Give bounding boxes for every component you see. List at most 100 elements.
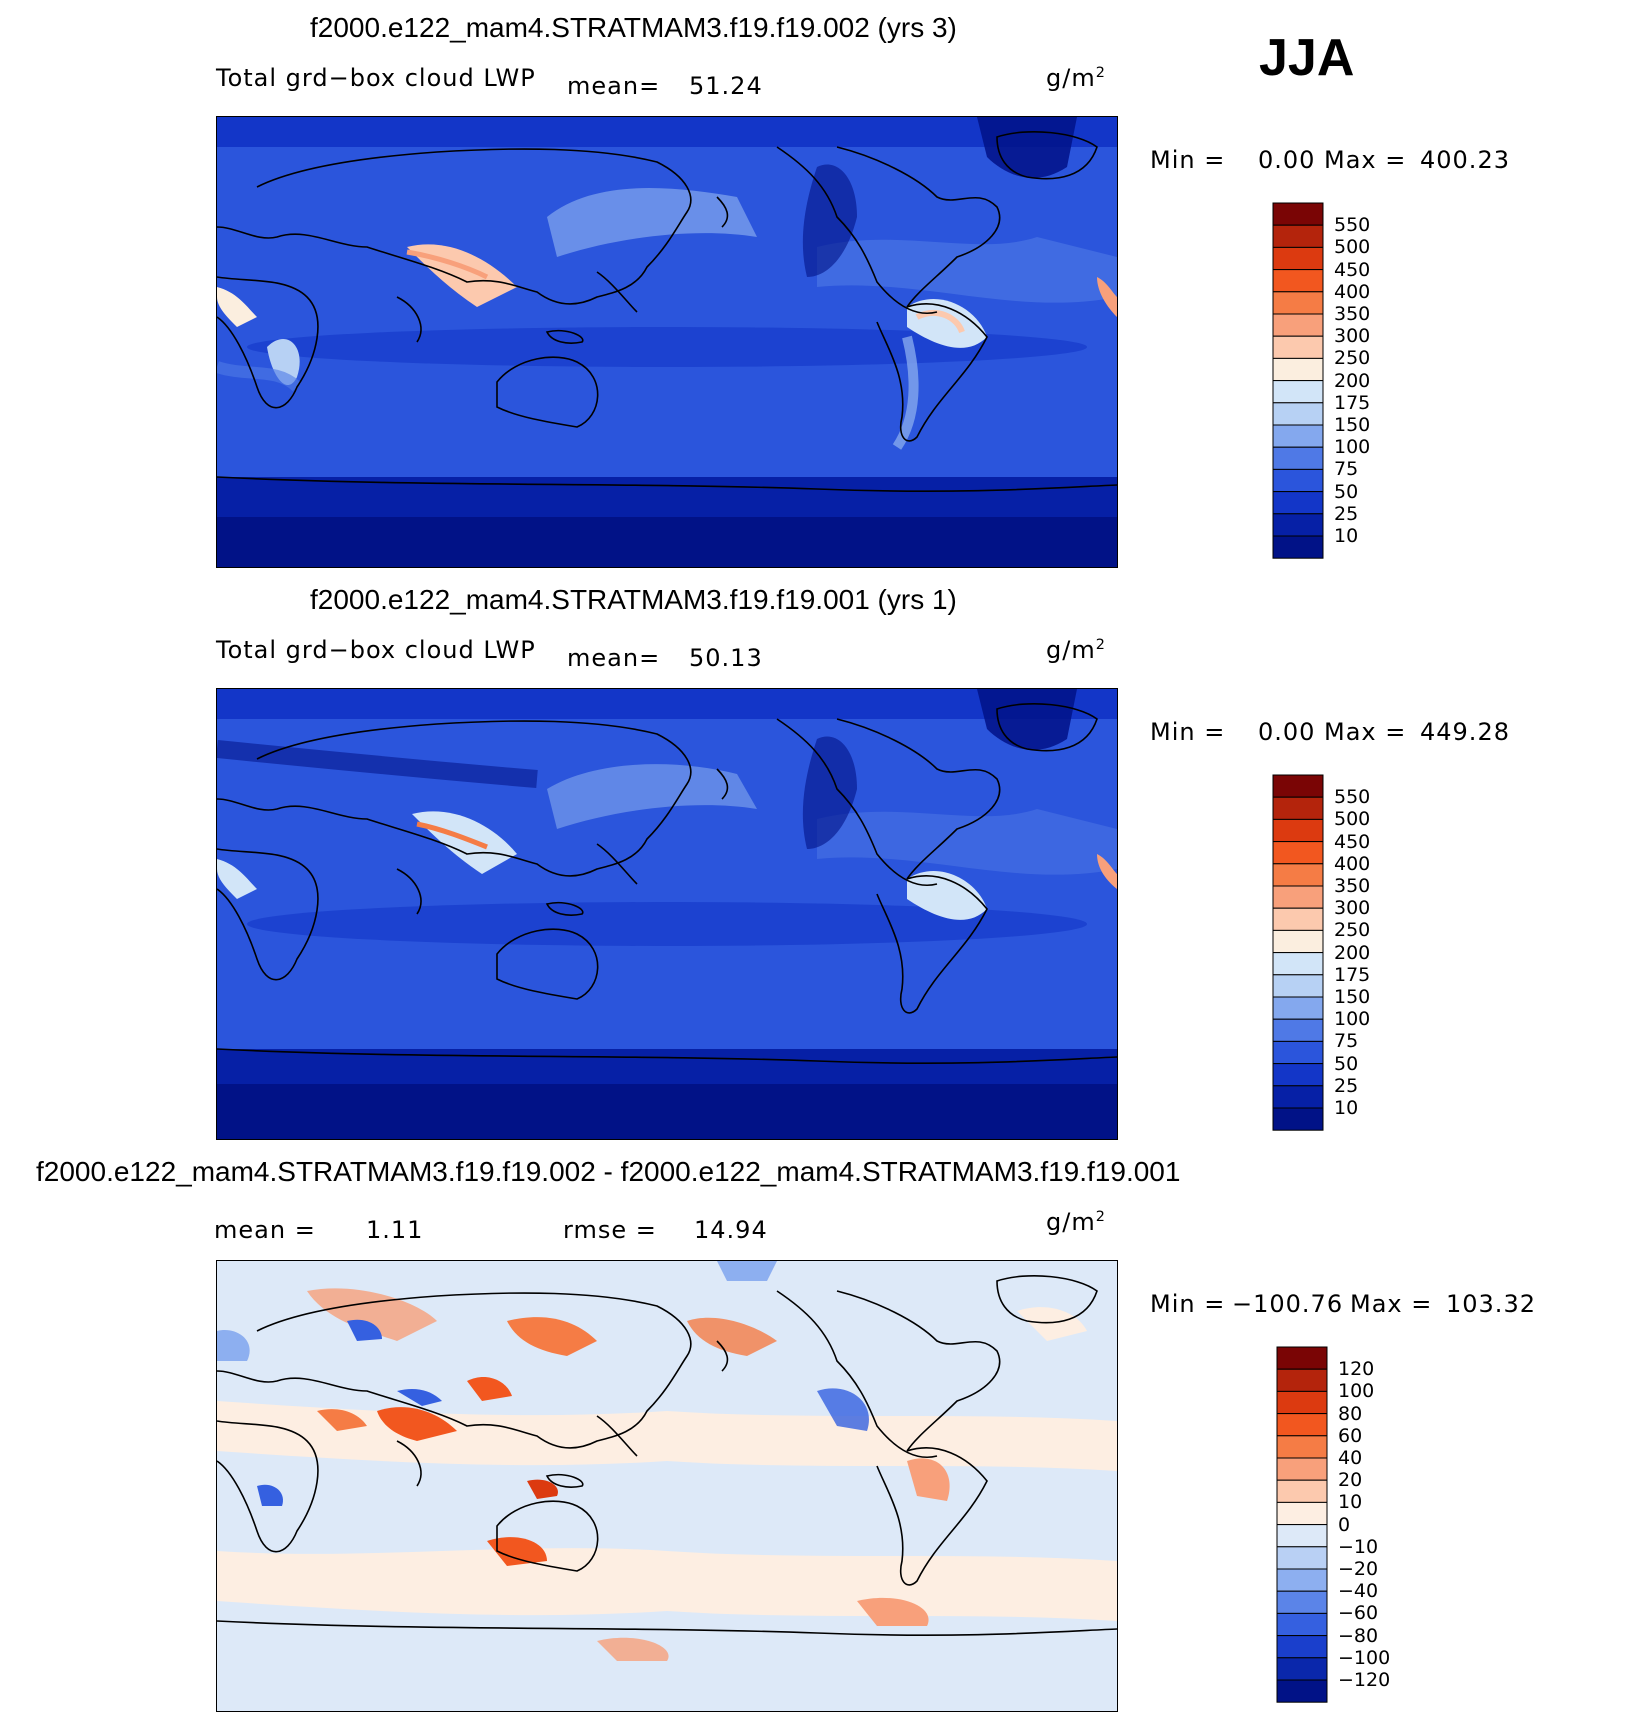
colorbar-level-label: 450	[1334, 830, 1371, 853]
colorbar-level-label: −80	[1338, 1624, 1379, 1647]
panel1-min-label: Min =	[1150, 146, 1226, 174]
panel2-units: g/m2	[1046, 636, 1106, 664]
colorbar-level-label: 10	[1338, 1491, 1363, 1514]
panel2-max-value: 449.28	[1420, 718, 1510, 746]
colorbar-box	[1272, 513, 1324, 537]
colorbar-level-label: 150	[1334, 414, 1371, 436]
colorbar-box	[1272, 313, 1324, 337]
colorbar-box	[1272, 907, 1324, 931]
colorbar-level-label: −10	[1338, 1535, 1379, 1558]
panel3-units: g/m2	[1046, 1208, 1106, 1236]
panel1-mean-value: 51.24	[689, 72, 763, 100]
panel3-map	[216, 1260, 1118, 1712]
colorbar-level-label: −60	[1338, 1602, 1379, 1625]
colorbar-level-label: 50	[1334, 480, 1359, 503]
colorbar-box	[1276, 1457, 1328, 1481]
colorbar-level-label: 25	[1334, 1074, 1359, 1097]
colorbar-level-label: 175	[1334, 391, 1371, 414]
colorbar-level-label: 20	[1338, 1469, 1363, 1492]
colorbar-level-label: 50	[1334, 1052, 1359, 1075]
season-label: JJA	[1259, 29, 1355, 87]
colorbar-level-label: 250	[1334, 347, 1371, 370]
colorbar-level-label: 175	[1334, 963, 1371, 986]
colorbar-level-label: 400	[1334, 280, 1371, 303]
colorbar-box	[1276, 1568, 1328, 1592]
panel3-max-value: 103.32	[1446, 1290, 1536, 1318]
panel1-mean-label: mean=	[567, 72, 661, 100]
colorbar-level-label: 10	[1334, 1097, 1359, 1119]
panel3-title: f2000.e122_mam4.STRATMAM3.f19.f19.002 - …	[36, 1156, 1181, 1187]
colorbar-box	[1276, 1479, 1328, 1503]
colorbar-level-label: 25	[1334, 502, 1359, 525]
colorbar-level-label: 250	[1334, 919, 1371, 942]
panel3-mean-label: mean =	[214, 1216, 316, 1244]
panel1-units: g/m2	[1046, 64, 1106, 92]
colorbar-level-label: 550	[1334, 786, 1371, 809]
colorbar-level-label: 75	[1334, 458, 1359, 481]
colorbar-level-label: −100	[1338, 1646, 1391, 1669]
colorbar-level-label: −120	[1338, 1669, 1391, 1691]
panel1-min-value: 0.00	[1258, 146, 1316, 174]
colorbar-box	[1272, 535, 1324, 559]
colorbar-level-label: 100	[1334, 1008, 1371, 1031]
colorbar-box	[1272, 952, 1324, 976]
colorbar-box	[1276, 1346, 1328, 1370]
colorbar-box	[1272, 468, 1324, 493]
panel3-rmse-value: 14.94	[694, 1216, 768, 1244]
colorbar-level-label: 75	[1334, 1030, 1359, 1053]
colorbar-box	[1276, 1501, 1328, 1526]
colorbar-box	[1272, 402, 1324, 426]
colorbar-box	[1272, 269, 1324, 293]
panel2-min-label: Min =	[1150, 718, 1226, 746]
colorbar-box	[1272, 1107, 1324, 1131]
colorbar-level-label: 450	[1334, 258, 1371, 281]
colorbar-level-label: 350	[1334, 875, 1371, 897]
colorbar-svg	[1272, 774, 1324, 1131]
colorbar-box	[1272, 885, 1324, 909]
colorbar-level-label: 80	[1338, 1402, 1363, 1425]
colorbar-box	[1276, 1435, 1328, 1459]
colorbar-box	[1276, 1390, 1328, 1415]
colorbar-box	[1276, 1635, 1328, 1659]
colorbar-level-label: 150	[1334, 986, 1371, 1008]
panel1-variable: Total grd−box cloud LWP	[216, 64, 536, 92]
panel3-rmse-label: rmse =	[563, 1216, 657, 1244]
panel2-max-label: Max =	[1324, 718, 1407, 746]
colorbar-box	[1276, 1524, 1328, 1548]
colorbar-box	[1272, 1018, 1324, 1042]
panel2-mean-label: mean=	[567, 644, 661, 672]
panel2-min-value: 0.00	[1258, 718, 1316, 746]
panel1-title: f2000.e122_mam4.STRATMAM3.f19.f19.002 (y…	[310, 12, 957, 43]
colorbar-level-label: 400	[1334, 852, 1371, 875]
colorbar-level-label: 300	[1334, 325, 1371, 348]
colorbar-box	[1272, 1040, 1324, 1065]
colorbar-svg	[1276, 1346, 1328, 1703]
colorbar-box	[1272, 1085, 1324, 1109]
panel1-max-label: Max =	[1324, 146, 1407, 174]
colorbar-level-label: 100	[1334, 436, 1371, 459]
colorbar-box	[1272, 335, 1324, 359]
panel3-min-value: −100.76	[1232, 1290, 1344, 1318]
colorbar-box	[1272, 380, 1324, 404]
colorbar-level-label: 60	[1338, 1424, 1363, 1447]
panel1-map	[216, 116, 1118, 568]
colorbar-level-label: 500	[1334, 236, 1371, 259]
colorbar-box	[1272, 424, 1324, 448]
colorbar-box	[1272, 246, 1324, 271]
colorbar-box	[1276, 1546, 1328, 1570]
panel2-variable: Total grd−box cloud LWP	[216, 636, 536, 664]
colorbar-box	[1272, 202, 1324, 226]
colorbar-level-label: 40	[1338, 1447, 1363, 1469]
colorbar-box	[1276, 1413, 1328, 1437]
colorbar-box	[1276, 1590, 1328, 1614]
colorbar-box	[1272, 796, 1324, 820]
colorbar-box	[1272, 863, 1324, 887]
colorbar-box	[1276, 1657, 1328, 1681]
colorbar-level-label: 200	[1334, 941, 1371, 964]
colorbar-level-label: 100	[1338, 1380, 1375, 1403]
colorbar-level-label: 300	[1334, 897, 1371, 920]
colorbar-level-label: 550	[1334, 214, 1371, 237]
colorbar-box	[1272, 818, 1324, 843]
colorbar-level-label: 500	[1334, 808, 1371, 831]
colorbar-box	[1276, 1612, 1328, 1637]
